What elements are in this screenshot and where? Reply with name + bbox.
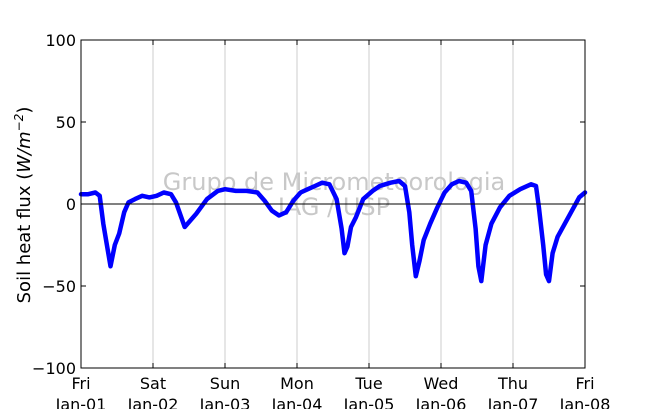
series-layer (81, 181, 585, 281)
x-tick-day: Sat (140, 374, 166, 393)
x-tick-day: Wed (424, 374, 459, 393)
y-axis-label-unit: W/m (14, 131, 35, 172)
y-axis-label-exp: −2 (12, 114, 26, 132)
x-tick-date: Jan-07 (487, 395, 539, 409)
x-tick-date: Jan-01 (55, 395, 107, 409)
y-axis-label: Soil heat flux (W/m−2) (12, 107, 35, 304)
x-tick-date: Jan-02 (127, 395, 179, 409)
x-tick-date: Jan-08 (559, 395, 611, 409)
x-tick-day: Fri (71, 374, 90, 393)
series-line (81, 181, 585, 281)
x-tick-day: Thu (497, 374, 528, 393)
x-tick-day: Mon (280, 374, 314, 393)
x-axis-ticks: Fri Jan-01 Sat Jan-02 Sun Jan-03 Mon Jan-04 Tue J… (55, 40, 611, 409)
y-tick-label: 0 (66, 195, 76, 214)
x-tick-date: Jan-03 (199, 395, 251, 409)
x-tick-day: Fri (575, 374, 594, 393)
y-axis-label-prefix: Soil heat flux ( (14, 173, 35, 304)
y-tick-label: −100 (32, 359, 76, 378)
x-tick-day: Tue (354, 374, 382, 393)
x-tick-date: Jan-05 (343, 395, 395, 409)
x-tick-day: Sun (210, 374, 240, 393)
y-tick-label: 50 (56, 113, 76, 132)
y-tick-label: 100 (45, 31, 76, 50)
y-axis-label-suffix: ) (14, 107, 35, 114)
y-tick-label: −50 (42, 277, 76, 296)
x-tick-date: Jan-04 (271, 395, 323, 409)
x-tick-date: Jan-06 (415, 395, 467, 409)
